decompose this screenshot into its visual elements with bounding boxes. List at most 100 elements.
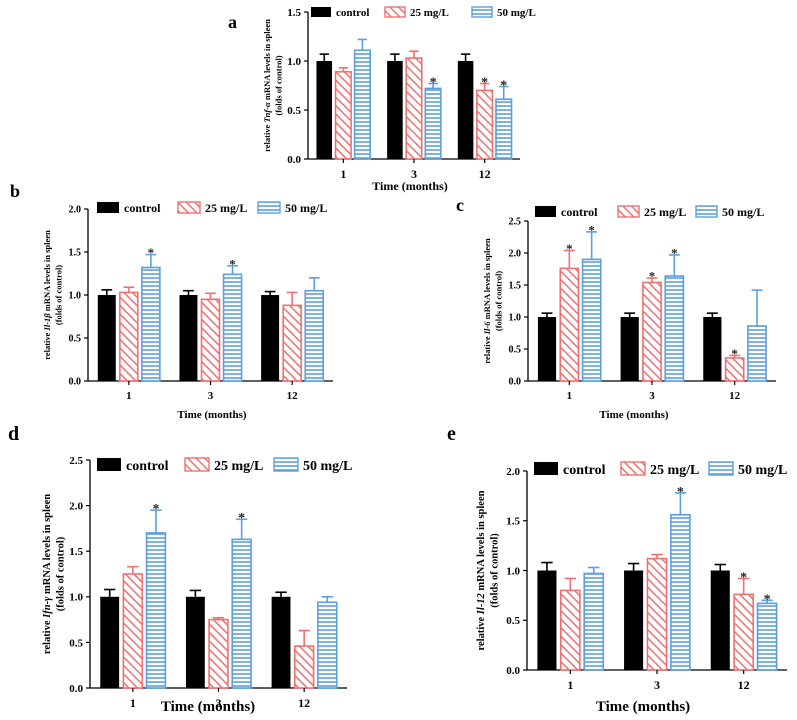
significance-star: *: [152, 502, 159, 517]
bar-25-mg-l-1: [122, 573, 144, 689]
bar-50-mg-l-3: [231, 538, 252, 689]
y-tick-label: 0.5: [287, 105, 301, 117]
y-tick-label: 1.0: [287, 56, 301, 68]
significance-star: *: [500, 78, 507, 93]
significance-star: *: [229, 256, 236, 271]
bar-control-1: [537, 570, 557, 670]
legend-swatch: [311, 7, 331, 17]
panel-c: c 0.0 0.5 1.0 1.5 2.0 2.5 * * 1 * * 3 * 12 Time (months…: [456, 195, 776, 421]
bar-25-mg-l-1: [559, 267, 580, 382]
x-tick-label: 12: [729, 390, 741, 402]
x-tick-label: 3: [411, 167, 417, 181]
x-tick-label: 12: [287, 390, 299, 402]
bar-control-12: [261, 295, 280, 381]
bar-50-mg-l-1: [583, 572, 605, 671]
bar-control-3: [387, 61, 403, 159]
legend-swatch: [97, 458, 121, 471]
bar-control-3: [185, 596, 205, 688]
legend-swatch: [617, 205, 640, 218]
legend: control 25 mg/L 50 mg/L: [535, 205, 764, 219]
legend-swatch: [97, 202, 119, 213]
bar-control-1: [316, 61, 333, 159]
panel-letter: d: [8, 423, 19, 445]
y-tick-label: 2.5: [509, 217, 522, 228]
y-axis-title-line2: (folds of control): [56, 536, 67, 611]
legend-swatch: [534, 462, 558, 475]
y-tick-label: 1.0: [509, 313, 522, 324]
x-axis-title: Time (months): [372, 179, 447, 193]
x-axis-title: Time (months): [599, 409, 668, 421]
bar-25-mg-l-12: [293, 645, 315, 689]
y-tick-label: 1.5: [69, 248, 82, 259]
legend-label: control: [124, 201, 161, 215]
bar-50-mg-l-12: [747, 325, 767, 382]
bar-control-1: [97, 295, 116, 381]
significance-star: *: [740, 570, 747, 585]
bar-control-3: [624, 570, 644, 670]
legend-swatch: [620, 461, 646, 476]
y-axis-title-line2: (folds of control): [490, 533, 501, 608]
x-axis-title: Time (months): [596, 699, 690, 715]
significance-star: *: [677, 485, 684, 500]
bar-25-mg-l-3: [200, 298, 221, 382]
y-tick-label: 0.0: [506, 665, 520, 677]
bar-25-mg-l-1: [334, 70, 352, 160]
bar-control-12: [703, 317, 722, 381]
legend-swatch: [535, 206, 556, 217]
legend-swatch: [708, 461, 734, 476]
x-tick-label: 3: [649, 390, 655, 402]
y-tick-label: 2.0: [69, 500, 83, 512]
bar-50-mg-l-1: [353, 49, 371, 160]
legend-swatch: [184, 457, 210, 472]
x-tick-label: 3: [216, 696, 222, 710]
bar-50-mg-l-12: [756, 602, 778, 671]
y-tick-label: 1.5: [509, 281, 522, 292]
bar-50-mg-l-3: [424, 87, 442, 160]
y-axis-title: relative Il-12 mRNA levels in spleen: [476, 490, 487, 650]
y-tick-label: 0.5: [69, 637, 83, 649]
y-tick-label: 2.5: [69, 455, 83, 467]
legend-label: 50 mg/L: [497, 7, 536, 19]
y-tick-label: 1.5: [69, 546, 83, 558]
legend-swatch: [695, 205, 718, 218]
y-tick-label: 2.0: [69, 205, 82, 216]
bar-control-3: [620, 317, 639, 381]
significance-star: *: [764, 592, 771, 607]
x-tick-label: 3: [654, 678, 660, 692]
legend-label: 50 mg/L: [738, 463, 787, 478]
y-axis-title: relative Tnf-α mRNA levels in spleen: [262, 19, 272, 152]
legend-swatch: [384, 6, 406, 18]
legend: control 25 mg/L 50 mg/L: [97, 201, 327, 215]
bar-50-mg-l-3: [222, 273, 243, 382]
bar-25-mg-l-1: [559, 589, 581, 671]
panel-e: e 0.0 0.5 1.0 1.5 2.0 1 * 3 * * 12 Time (months) rela…: [447, 423, 787, 715]
x-axis-title: Time (months): [161, 699, 255, 715]
bar-25-mg-l-1: [119, 291, 139, 382]
y-tick-label: 1.5: [506, 516, 520, 528]
significance-star: *: [430, 75, 437, 90]
significance-star: *: [148, 245, 155, 260]
x-tick-label: 12: [738, 678, 750, 692]
panel-a: a 0.0 0.5 1.0 1.5 1 * 3 * * 12 Time (months) relativ…: [228, 6, 536, 193]
bar-25-mg-l-3: [646, 557, 668, 671]
x-tick-label: 1: [130, 696, 136, 710]
y-axis-title-line2: (folds of control): [274, 55, 284, 115]
legend-label: control: [563, 463, 606, 478]
legend-label: control: [126, 459, 169, 474]
panel-letter: c: [456, 195, 464, 215]
bar-25-mg-l-3: [642, 281, 662, 382]
x-tick-label: 3: [208, 390, 214, 402]
y-tick-label: 2.0: [509, 249, 522, 260]
legend-label: 25 mg/L: [410, 7, 449, 19]
x-tick-label: 12: [298, 696, 310, 710]
bar-25-mg-l-12: [733, 593, 755, 671]
panel-b: b 0.0 0.5 1.0 1.5 2.0 * 1 * 3 12 Time (months) relat…: [10, 181, 333, 421]
x-tick-label: 1: [567, 678, 573, 692]
legend-label: 50 mg/L: [303, 459, 352, 474]
legend-label: 25 mg/L: [650, 463, 699, 478]
bar-control-3: [179, 295, 198, 381]
y-tick-label: 0.5: [509, 345, 522, 356]
legend-label: 25 mg/L: [214, 459, 263, 474]
legend-label: control: [561, 205, 598, 219]
